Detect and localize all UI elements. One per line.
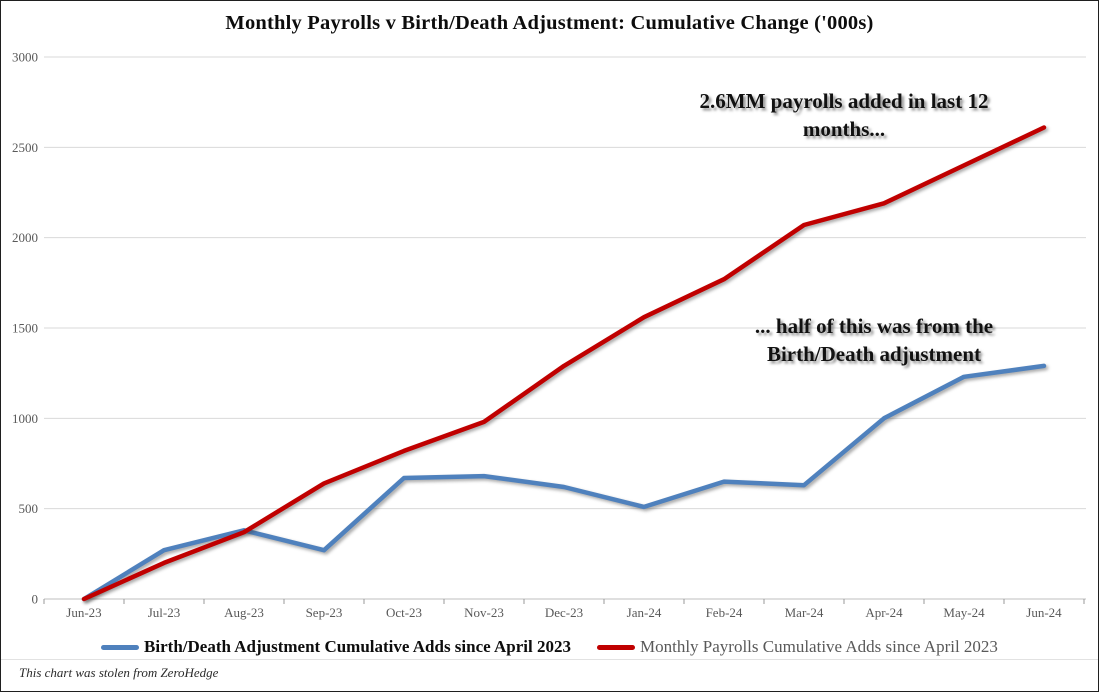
x-axis-label: Nov-23: [464, 605, 504, 620]
series-line-1: [81, 125, 1047, 602]
y-axis-label: 2500: [12, 140, 38, 155]
y-axis-label: 1000: [12, 411, 38, 426]
x-axis-label: Mar-24: [785, 605, 824, 620]
x-axis-label: Jul-23: [148, 605, 181, 620]
legend: Birth/Death Adjustment Cumulative Adds s…: [1, 637, 1098, 657]
y-axis-label: 1500: [12, 321, 38, 336]
legend-swatch-red-line-icon: [596, 644, 635, 650]
x-axis-label: Jan-24: [627, 605, 662, 620]
footer-credit: This chart was stolen from ZeroHedge: [19, 665, 219, 680]
bottom-divider: [1, 659, 1098, 660]
legend-item-payrolls: Monthly Payrolls Cumulative Adds since A…: [596, 637, 998, 657]
y-axis-label: 2000: [12, 230, 38, 245]
x-axis-label: Jun-24: [1026, 605, 1062, 620]
y-axis-label: 500: [19, 501, 39, 516]
x-axis-label: Feb-24: [706, 605, 743, 620]
annotation-payrolls-added: 2.6MM payrolls added in last 12 months..…: [699, 89, 989, 141]
x-axis-label: Dec-23: [545, 605, 583, 620]
x-axis-label: Sep-23: [306, 605, 343, 620]
series-line-0: [81, 363, 1047, 602]
y-axis-label: 3000: [12, 50, 38, 65]
x-axis-label: Jun-23: [66, 605, 101, 620]
x-axis-label: Aug-23: [224, 605, 264, 620]
legend-label-payrolls: Monthly Payrolls Cumulative Adds since A…: [639, 637, 998, 656]
legend-item-birth-death: Birth/Death Adjustment Cumulative Adds s…: [101, 637, 571, 657]
x-axis-label: May-24: [943, 605, 985, 620]
annotation-birth-death-share: ... half of this was from the Birth/Deat…: [754, 314, 994, 366]
y-axis-label: 0: [32, 592, 39, 607]
x-axis-label: Apr-24: [865, 605, 903, 620]
x-axis-label: Oct-23: [386, 605, 422, 620]
chart-title: Monthly Payrolls v Birth/Death Adjustmen…: [225, 12, 874, 34]
legend-label-birth-death: Birth/Death Adjustment Cumulative Adds s…: [144, 637, 571, 656]
legend-swatch-blue-line-icon: [101, 644, 140, 650]
